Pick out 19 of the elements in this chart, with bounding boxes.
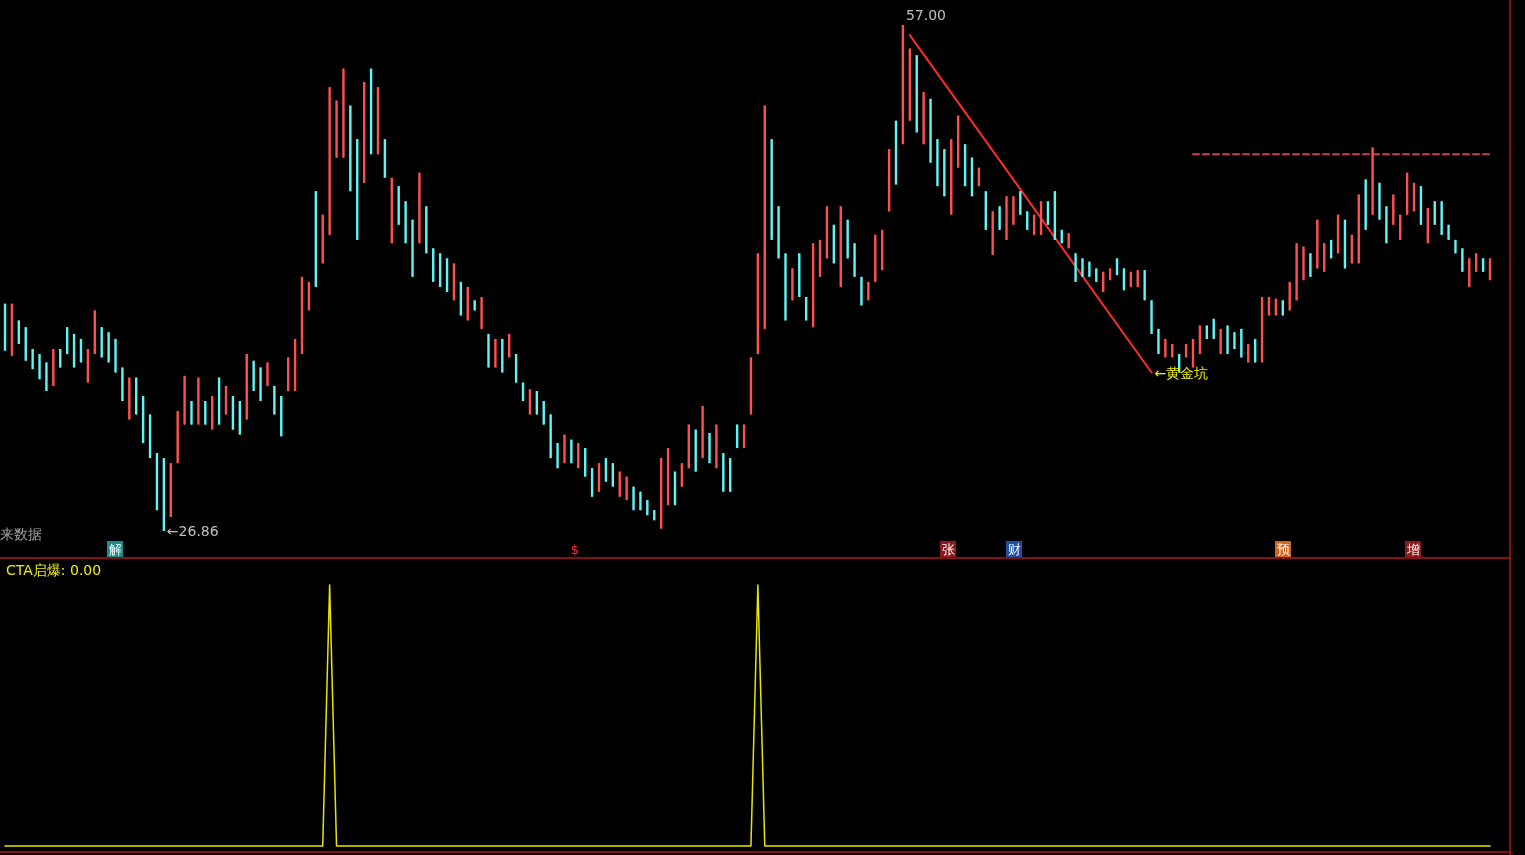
candlestick <box>998 205 1001 231</box>
annotation: ←26.86 <box>166 523 219 539</box>
candlestick <box>1461 247 1464 273</box>
text: 预 <box>1276 542 1290 557</box>
annotation: 来数据 <box>0 526 42 542</box>
candlestick <box>204 400 207 426</box>
chart-title: CTA启爆: 0.00 <box>6 562 102 578</box>
text: 增 <box>1405 542 1420 557</box>
text: 张 <box>941 542 955 557</box>
candlestick <box>1309 252 1312 278</box>
text: 57.00 <box>905 7 946 23</box>
text: 财 <box>1007 542 1021 557</box>
annotation: ←黄金坑 <box>1154 364 1209 381</box>
candlestick <box>266 361 269 387</box>
candlestick <box>1019 190 1022 216</box>
candlestick <box>1081 257 1084 278</box>
text: $ <box>570 542 580 557</box>
text: 解 <box>108 542 122 557</box>
candlestick <box>190 400 193 426</box>
